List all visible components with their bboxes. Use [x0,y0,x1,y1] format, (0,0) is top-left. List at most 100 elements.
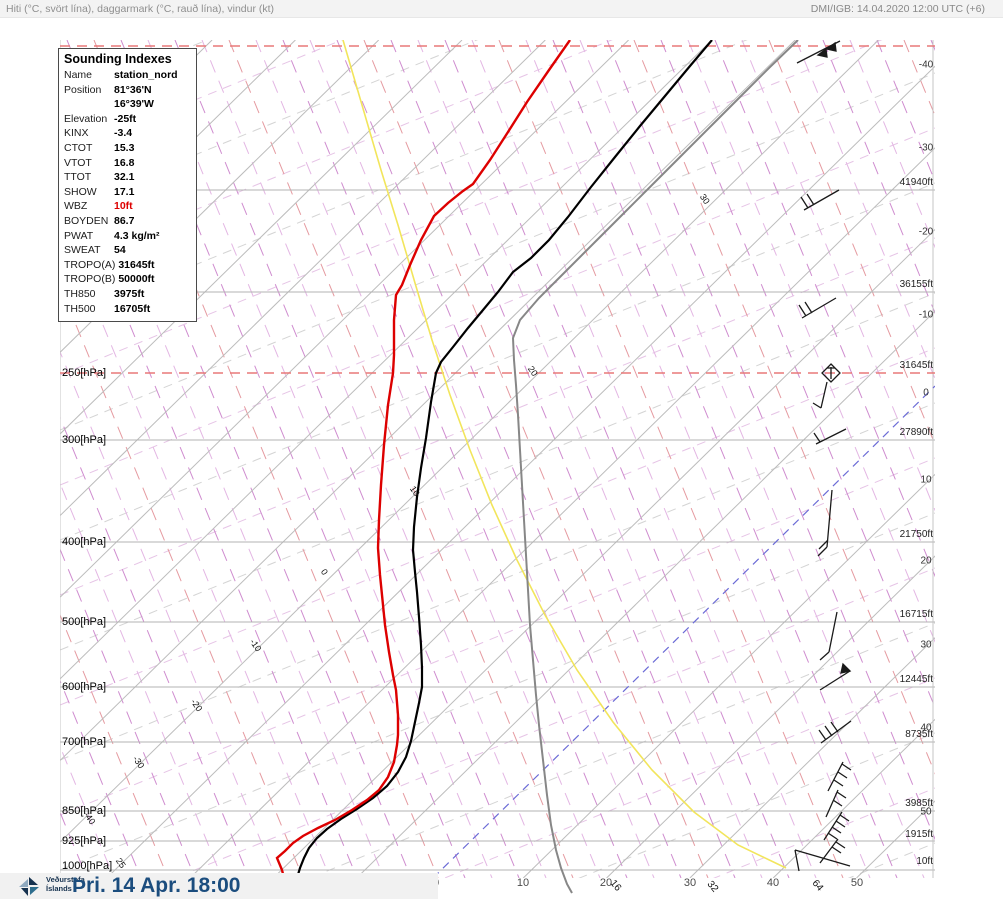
temperature-curve [295,40,713,879]
index-value: 81°36'N 16°39'W [114,83,154,111]
index-row: Position 81°36'N 16°39'W [64,83,191,112]
index-row: TROPO(B) 50000ft [64,272,191,287]
pressure-label-400: 400[hPa] [62,536,107,548]
index-key: BOYDEN [64,214,109,227]
index-key: TTOT [64,171,92,184]
index-key: Elevation [64,112,108,125]
right-temp-label: 0 [923,387,929,399]
sounding-curves [275,40,799,894]
pressure-label-1000: 1000[hPa] [62,860,113,872]
wind-barb [819,662,852,691]
index-value: 31645ft [118,258,155,271]
wind-barb [817,489,833,557]
wind-barb [796,40,841,64]
index-row: TH850 3975ft [64,287,191,302]
org-name: Veðurstofa Íslands [46,875,85,893]
index-key: PWAT [64,229,94,242]
valid-datetime-label: Þri. 14 Apr. 18:00 [72,874,241,897]
index-value: -3.4 [114,127,133,140]
index-key: TH500 [64,302,96,315]
index-key: VTOT [64,156,92,169]
right-temp-label: -20 [918,226,934,238]
index-row: WBZ 10ft [64,199,191,214]
index-key: Name [64,69,93,81]
sounding-indexes-title: Sounding Indexes [64,52,172,66]
index-row: Elevation -25ft [64,112,191,127]
index-value: -25ft [114,112,137,125]
index-key: CTOT [64,141,93,154]
zero-isotherm-line [432,385,935,878]
index-value-wbz: 10ft [114,200,133,213]
dewpoint-curve [275,40,571,879]
altitude-label: 36155ft [899,279,933,290]
model-run-text: DMI/IGB: 14.04.2020 12:00 UTC (+6) [810,3,985,15]
right-temp-label: -10 [918,309,934,321]
bottom-temp-label: 10 [516,877,530,889]
index-key: KINX [64,127,89,140]
wind-barb [813,428,847,445]
index-row: SHOW 17.1 [64,185,191,200]
index-row: Name station_nord [64,68,191,83]
pressure-label-700: 700[hPa] [62,736,107,748]
index-value: 3975ft [114,287,145,300]
altitude-label: 3985ft [905,798,933,809]
index-row: SWEAT 54 [64,243,191,258]
wind-barb [827,761,852,792]
index-row: CTOT 15.3 [64,141,191,156]
pressure-label-250: 250[hPa] [62,367,107,379]
altitude-label: 31645ft [899,360,933,371]
altitude-label: 12445ft [899,674,933,685]
index-value: station_nord [114,69,178,81]
wind-barb [825,789,847,818]
index-key: WBZ [64,200,88,213]
right-temp-label: 10 [920,474,932,486]
index-row: VTOT 16.8 [64,156,191,171]
index-value: 15.3 [114,141,135,154]
pressure-label-925: 925[hPa] [62,835,107,847]
index-key: Position [64,83,102,96]
index-value: 50000ft [118,273,155,286]
altitude-label: 41940ft [899,177,933,188]
bottom-temp-label: 30 [683,877,697,889]
pressure-label-600: 600[hPa] [62,681,107,693]
yellow-adiabat-line [342,40,787,869]
altitude-label: 10ft [916,856,933,867]
altitude-label: 1915ft [905,829,933,840]
org-name-line2: Íslands [46,883,72,893]
index-row: TH500 16705ft [64,302,191,317]
pressure-gridlines [60,40,935,878]
index-row: TTOT 32.1 [64,170,191,185]
altitude-label: 8735ft [905,729,933,740]
tropopause-marker [812,363,841,409]
right-temp-label: -40 [918,59,934,71]
index-value: 4.3 kg/m² [114,229,160,242]
legend-text: Hiti (°C, svört lína), daggarmark (°C, r… [6,3,275,15]
index-key: SHOW [64,185,97,198]
gray-aux-curve [511,40,799,894]
wind-barb-column [794,40,852,872]
index-value: 86.7 [114,214,135,227]
wind-barb [818,720,852,744]
index-key: TH850 [64,287,96,300]
wind-barb [819,838,846,864]
pressure-label-850: 850[hPa] [62,805,107,817]
wind-barb [798,297,837,319]
index-key: TROPO(B) [64,273,116,286]
bottom-temp-label: 50 [850,877,864,889]
bottom-temp-label: 40 [766,877,780,889]
right-temp-label: -30 [918,142,934,154]
index-row: TROPO(A) 31645ft [64,258,191,273]
index-value: 16705ft [114,302,151,315]
index-key: TROPO(A) [64,258,116,271]
bottom-temp-label: 20 [599,877,613,889]
pressure-label-500: 500[hPa] [62,616,107,628]
right-temp-label: 20 [920,555,932,567]
right-temp-label: 50 [920,806,932,818]
altitude-label: 27890ft [899,427,933,438]
pressure-label-300: 300[hPa] [62,434,107,446]
org-name-line1: Veðurstofa [46,875,85,884]
wind-barb [800,189,840,211]
